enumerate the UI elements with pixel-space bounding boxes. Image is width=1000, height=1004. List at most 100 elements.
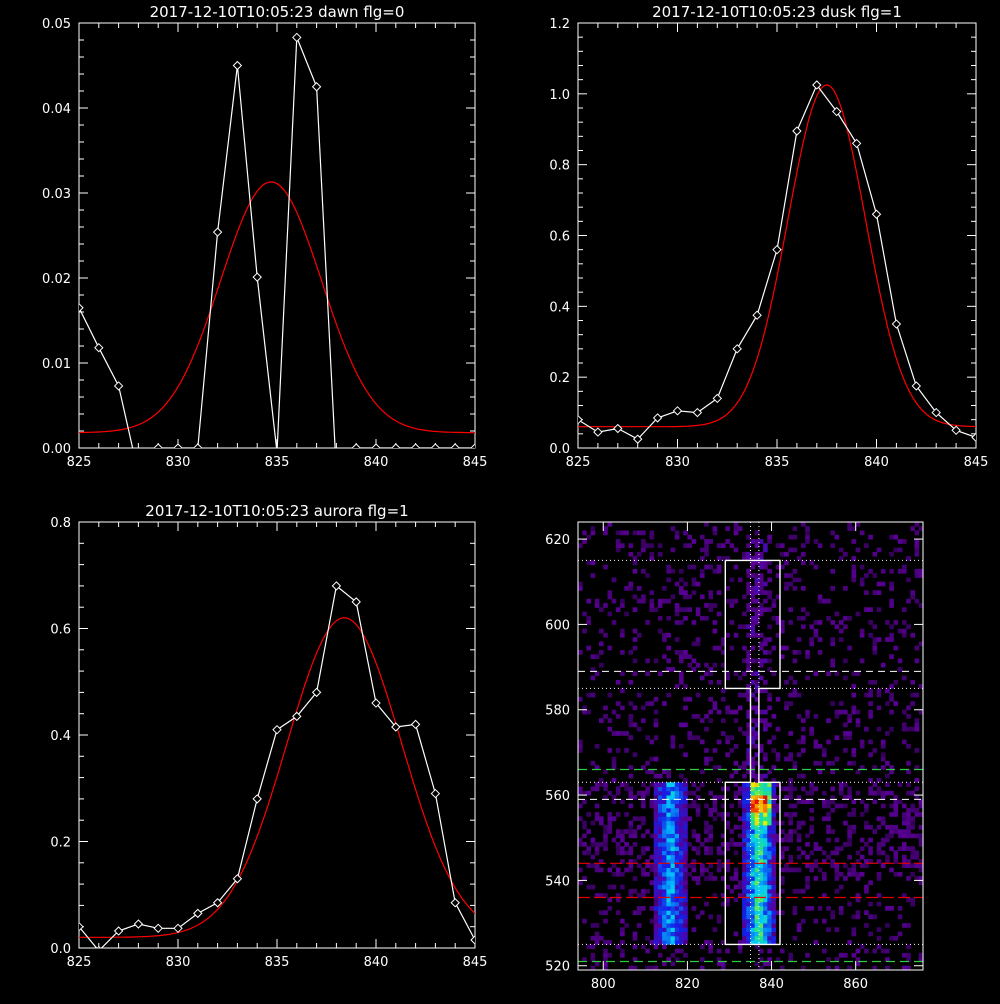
heatmap-cell: [721, 965, 726, 970]
heatmap-cell: [620, 650, 625, 655]
heatmap-cell: [784, 867, 789, 873]
heatmap-cell: [645, 701, 650, 706]
heatmap-cell: [801, 543, 806, 548]
heatmap-cell: [838, 803, 844, 809]
heatmap-cell: [771, 910, 777, 915]
heatmap-cell: [758, 799, 764, 804]
heatmap-cell: [607, 590, 613, 595]
heatmap-cell: [611, 709, 617, 715]
heatmap-cell: [737, 940, 743, 945]
heatmap-cell: [801, 888, 806, 894]
heatmap-cell: [868, 709, 873, 715]
heatmap-cell: [805, 863, 810, 868]
heatmap-cell: [695, 735, 701, 740]
heatmap-cell: [775, 573, 781, 578]
heatmap-cell: [780, 654, 785, 659]
heatmap-cell: [851, 573, 857, 578]
heatmap-cell: [817, 867, 823, 873]
heatmap-cell: [763, 795, 768, 800]
heatmap-cell: [632, 645, 638, 651]
heatmap-cell: [708, 824, 713, 830]
heatmap-cell: [910, 833, 915, 839]
dawn-plot-frame: [78, 22, 476, 449]
dawn-data-point: [332, 470, 340, 478]
heatmap-cell: [754, 581, 760, 587]
heatmap-cell: [733, 871, 739, 877]
heatmap-cell: [657, 863, 663, 868]
heatmap-cell: [746, 833, 751, 839]
heatmap-cell: [704, 615, 709, 621]
heatmap-cell: [641, 799, 646, 804]
heatmap-cell: [855, 910, 861, 915]
heatmap-cell: [754, 944, 760, 950]
heatmap-cell: [683, 871, 688, 877]
heatmap-cell: [679, 590, 684, 595]
aurora-data-point: [96, 945, 101, 948]
heatmap-cell: [729, 842, 735, 847]
dawn-data-point: [292, 32, 302, 43]
heatmap-cell: [868, 632, 873, 638]
heatmap-cell: [742, 833, 747, 839]
heatmap-cell: [628, 850, 634, 856]
heatmap-cell: [649, 940, 655, 945]
heatmap-cell: [796, 615, 802, 621]
heatmap-cell: [708, 807, 713, 813]
heatmap-cell: [670, 743, 676, 749]
heatmap-cell: [683, 867, 688, 873]
heatmap-cell: [780, 551, 785, 557]
heatmap-cell: [788, 952, 793, 958]
aurora-data-point: [173, 923, 183, 934]
heatmap-cell: [746, 786, 751, 792]
heatmap-cell: [902, 863, 907, 868]
dawn-data-point: [351, 443, 361, 448]
heatmap-cell: [683, 923, 688, 928]
heatmap-cell: [700, 871, 705, 877]
heatmap-cell: [666, 910, 671, 915]
heatmap-cell: [683, 799, 688, 804]
heatmap-cell: [578, 739, 583, 745]
heatmap-cell: [708, 940, 713, 945]
heatmap-cell: [670, 952, 676, 958]
heatmap-cell: [721, 803, 726, 809]
heatmap-cell: [725, 705, 730, 711]
heatmap-cell: [838, 910, 844, 915]
heatmap-cell: [590, 957, 596, 962]
aurora-y-tick-label: 0.2: [50, 836, 71, 851]
heatmap-cell: [843, 551, 848, 557]
heatmap-cell: [603, 961, 608, 967]
heatmap-cell: [708, 709, 713, 715]
heatmap-cell: [649, 799, 655, 804]
heatmap-cell: [830, 807, 835, 813]
heatmap-cell: [657, 671, 663, 676]
heatmap-cell: [611, 816, 617, 822]
heatmap-cell: [632, 833, 638, 839]
heatmap-cell: [695, 714, 701, 719]
heatmap-cell: [855, 859, 861, 864]
heatmap-cell: [599, 893, 604, 898]
heatmap-cell: [746, 684, 751, 689]
heatmap-cell: [805, 611, 810, 617]
heatmap-cell: [897, 658, 903, 664]
heatmap-cell: [729, 709, 735, 715]
heatmap-cell: [868, 824, 873, 830]
heatmap-cell: [632, 568, 638, 574]
heatmap-cell: [796, 752, 802, 758]
heatmap-cell: [641, 765, 646, 770]
heatmap-cell: [666, 829, 671, 834]
heatmap-cell: [679, 620, 684, 625]
heatmap-cell: [855, 871, 861, 877]
heatmap-cell: [641, 906, 646, 911]
heatmap-cell: [733, 790, 739, 796]
heatmap-cell: [746, 935, 751, 941]
heatmap-cell: [615, 714, 621, 719]
dawn-y-tick-label: 0.05: [42, 17, 71, 32]
heatmap-cell: [796, 824, 802, 830]
aurora-x-tick-label: 845: [463, 955, 488, 970]
heatmap-cell: [788, 752, 793, 758]
heatmap-cell: [910, 807, 915, 813]
heatmap-cell: [725, 824, 730, 830]
heatmap-cell: [746, 854, 751, 860]
heatmap-cell: [889, 568, 894, 574]
heatmap-cell: [763, 918, 768, 924]
heatmap-cell: [632, 560, 638, 566]
